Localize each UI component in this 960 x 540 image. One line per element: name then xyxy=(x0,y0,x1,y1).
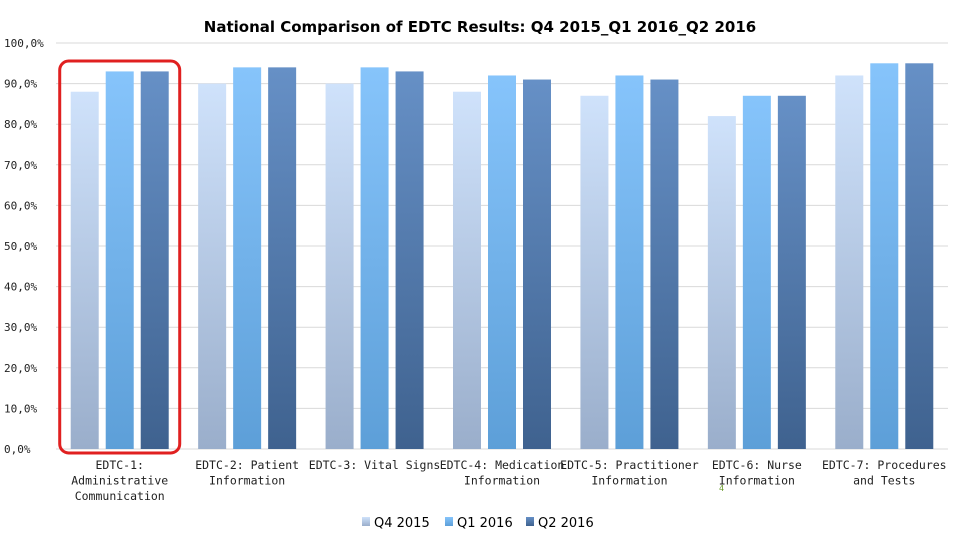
y-tick-label: 40,0% xyxy=(4,281,37,294)
bar-q2-2016 xyxy=(395,71,424,450)
bar-q4-2015 xyxy=(707,116,736,449)
category-label: EDTC-1: Administrative Communication xyxy=(71,458,168,503)
y-tick-label: 30,0% xyxy=(4,321,37,334)
bars xyxy=(70,63,934,450)
bar-q1-2016 xyxy=(360,67,389,450)
bar-q1-2016 xyxy=(742,95,771,449)
bar-q2-2016 xyxy=(650,79,679,449)
y-tick-label: 70,0% xyxy=(4,159,37,172)
legend-swatch xyxy=(362,517,370,526)
bar-q1-2016 xyxy=(233,67,262,450)
bar-q1-2016 xyxy=(870,63,899,450)
bar-q2-2016 xyxy=(140,71,169,450)
y-tick-label: 50,0% xyxy=(4,240,37,253)
bar-q2-2016 xyxy=(523,79,551,449)
y-tick-label: 90,0% xyxy=(4,78,37,91)
category-label: EDTC-3: Vital Signs xyxy=(309,458,441,472)
y-tick-label: 80,0% xyxy=(4,118,37,131)
y-tick-label: 0,0% xyxy=(4,443,31,456)
legend-swatch xyxy=(526,517,534,526)
bar-q2-2016 xyxy=(268,67,297,450)
bar-q1-2016 xyxy=(488,75,516,449)
chart-title: National Comparison of EDTC Results: Q4 … xyxy=(204,18,756,36)
bar-q1-2016 xyxy=(615,75,644,449)
legend-swatch xyxy=(445,517,453,526)
legend-label: Q1 2016 xyxy=(457,516,513,531)
bar-q4-2015 xyxy=(580,95,609,449)
y-tick-label: 60,0% xyxy=(4,199,37,212)
bar-q2-2016 xyxy=(777,95,806,449)
category-label: EDTC-5: Practitioner Information xyxy=(560,458,699,488)
y-tick-label: 20,0% xyxy=(4,362,37,375)
legend-label: Q4 2015 xyxy=(374,516,430,531)
highlight-box xyxy=(58,59,182,455)
legend-label: Q2 2016 xyxy=(538,516,594,531)
bar-q1-2016 xyxy=(105,71,134,450)
legend: Q4 2015 Q1 2016 Q2 2016 xyxy=(362,516,594,531)
bar-q4-2015 xyxy=(453,91,481,449)
y-axis-ticks: 0,0% 10,0% 20,0% 30,0% 40,0% 50,0% 60,0% 70,0% 8… xyxy=(4,37,44,456)
bar-q4-2015 xyxy=(198,83,227,449)
y-tick-label: 10,0% xyxy=(4,402,37,415)
y-tick-label: 100,0% xyxy=(4,37,44,50)
bar-q4-2015 xyxy=(325,83,354,449)
category-label: EDTC-2: Patient Information xyxy=(195,458,299,488)
category-label: EDTC-6: Nurse Information xyxy=(712,458,802,488)
highlight xyxy=(58,59,182,455)
bar-q2-2016 xyxy=(905,63,934,450)
x-axis-categories: EDTC-1: Administrative Communication EDTC-2… xyxy=(71,458,946,503)
page-number: 4 xyxy=(719,484,724,493)
category-label: EDTC-4: Medication Information xyxy=(440,458,565,488)
category-label: EDTC-7: Procedures and Tests xyxy=(822,458,947,488)
bar-q4-2015 xyxy=(835,75,864,449)
bar-q4-2015 xyxy=(70,91,99,449)
